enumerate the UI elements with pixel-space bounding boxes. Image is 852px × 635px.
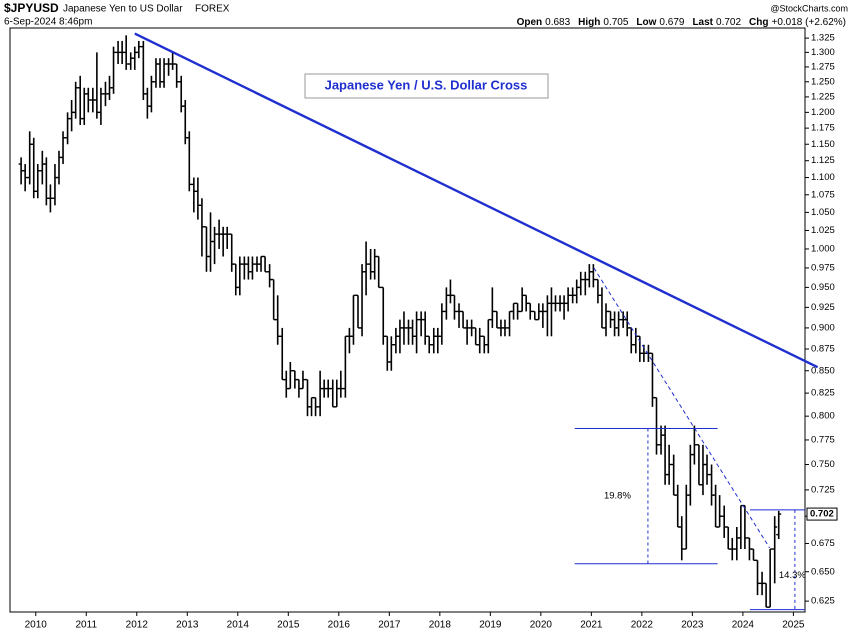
x-tick-label: 2019 — [479, 620, 502, 631]
plot-frame — [9, 27, 806, 613]
x-tick-label: 2020 — [530, 620, 553, 631]
x-tick-label: 2022 — [631, 620, 654, 631]
last-value: 0.702 — [810, 509, 834, 520]
x-tick-label: 2018 — [429, 620, 452, 631]
y-tick-label: 0.875 — [811, 344, 835, 355]
y-tick-label: 0.850 — [811, 365, 835, 376]
y-tick-label: 0.625 — [811, 596, 835, 607]
trendline — [593, 267, 771, 549]
y-tick-label: 1.150 — [811, 139, 835, 150]
y-tick-label: 1.025 — [811, 225, 835, 236]
trendline — [134, 32, 819, 369]
symbol: $JPYUSD — [4, 1, 59, 15]
ohlc-bar — [776, 510, 782, 540]
source: @StockCharts.com — [770, 3, 848, 13]
x-tick-label: 2017 — [378, 620, 401, 631]
quote-value: 0.679 — [659, 17, 684, 28]
y-tick-label: 1.050 — [811, 207, 835, 218]
chart-title: Japanese Yen / U.S. Dollar Cross — [325, 77, 528, 92]
quote-value: 0.702 — [716, 17, 741, 28]
x-tick-label: 2024 — [732, 620, 755, 631]
last-value-box — [806, 507, 838, 521]
y-tick-label: 0.925 — [811, 302, 835, 313]
quote-label: Low — [636, 17, 656, 28]
y-tick-label: 0.975 — [811, 262, 835, 273]
y-tick-label: 0.650 — [811, 566, 835, 577]
y-tick-label: 1.100 — [811, 172, 835, 183]
y-tick-label: 0.800 — [811, 411, 835, 422]
y-tick-label: 0.675 — [811, 538, 835, 549]
quote-label: Last — [692, 17, 713, 28]
quote-label: High — [578, 17, 600, 28]
y-tick-label: 0.750 — [811, 459, 835, 470]
x-tick-label: 2016 — [328, 620, 351, 631]
y-tick-label: 1.225 — [811, 91, 835, 102]
range-label: 19.8% — [604, 491, 631, 502]
y-tick-label: 1.075 — [811, 189, 835, 200]
quote: Open 0.683 High 0.705 Low 0.679 Last 0.702 Chg +0… — [517, 17, 846, 28]
x-tick-label: 2014 — [227, 620, 250, 631]
y-tick-label: 0.950 — [811, 282, 835, 293]
quote-label: Open — [517, 17, 543, 28]
quote-text: Open 0.683 High 0.705 Low 0.679 Last 0.702 Chg +0… — [517, 17, 846, 28]
range-label: 14.3% — [779, 570, 806, 581]
y-tick-label: 1.300 — [811, 47, 835, 58]
x-tick-label: 2025 — [782, 620, 805, 631]
quote-label: Chg — [749, 17, 768, 28]
title-box — [304, 73, 549, 99]
symbol-name: Japanese Yen to US Dollar — [63, 4, 183, 15]
quote-value: 0.705 — [603, 17, 628, 28]
x-tick-label: 2011 — [76, 620, 98, 631]
y-tick-label: 1.125 — [811, 155, 835, 166]
y-tick-label: 0.775 — [811, 434, 835, 445]
ohlc-bar — [772, 516, 778, 584]
x-tick-label: 2012 — [126, 620, 149, 631]
x-tick-label: 2021 — [580, 620, 603, 631]
y-tick-label: 0.725 — [811, 484, 835, 495]
x-tick-label: 2013 — [176, 620, 199, 631]
x-tick-label: 2010 — [25, 620, 48, 631]
x-tick-label: 2015 — [277, 620, 300, 631]
date: 6-Sep-2024 8:46pm — [4, 17, 92, 28]
y-tick-label: 1.275 — [811, 61, 835, 72]
y-tick-label: 0.900 — [811, 322, 835, 333]
y-tick-label: 1.000 — [811, 243, 835, 254]
y-tick-label: 1.200 — [811, 107, 835, 118]
x-tick-label: 2023 — [681, 620, 704, 631]
quote-value: 0.683 — [545, 17, 570, 28]
y-tick-label: 1.325 — [811, 33, 835, 44]
y-tick-label: 1.250 — [811, 76, 835, 87]
y-tick-label: 0.825 — [811, 388, 835, 399]
quote-value: +0.018 (+2.62%) — [772, 17, 847, 28]
y-tick-label: 1.175 — [811, 123, 835, 134]
exchange: FOREX — [195, 4, 230, 15]
